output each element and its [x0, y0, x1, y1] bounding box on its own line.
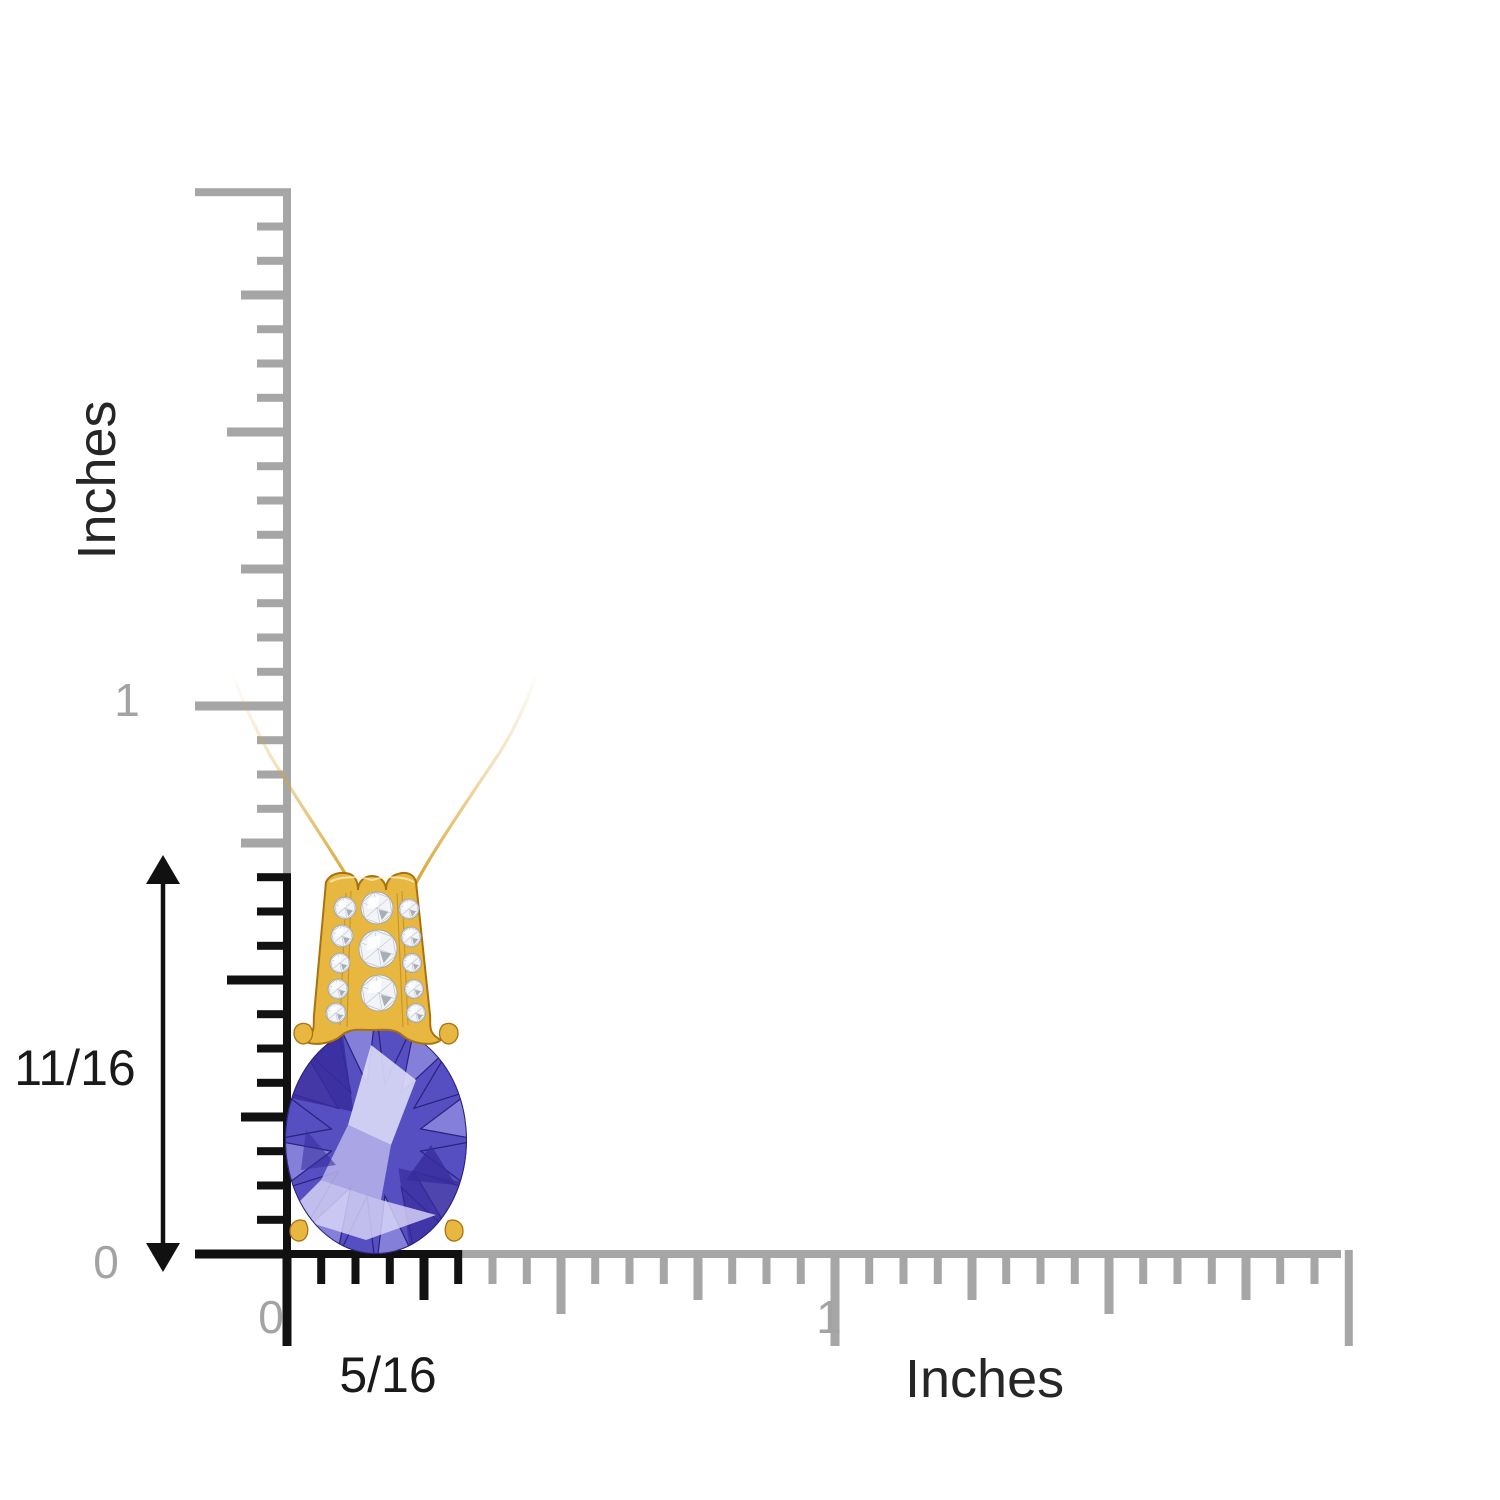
svg-text:1: 1 [816, 1291, 842, 1343]
svg-text:Inches: Inches [905, 1349, 1064, 1409]
svg-text:0: 0 [93, 1236, 119, 1288]
svg-text:0: 0 [258, 1291, 284, 1343]
svg-text:11/16: 11/16 [14, 1040, 135, 1096]
svg-text:5/16: 5/16 [339, 1347, 436, 1403]
svg-text:Inches: Inches [67, 400, 127, 559]
svg-text:1: 1 [114, 674, 140, 726]
